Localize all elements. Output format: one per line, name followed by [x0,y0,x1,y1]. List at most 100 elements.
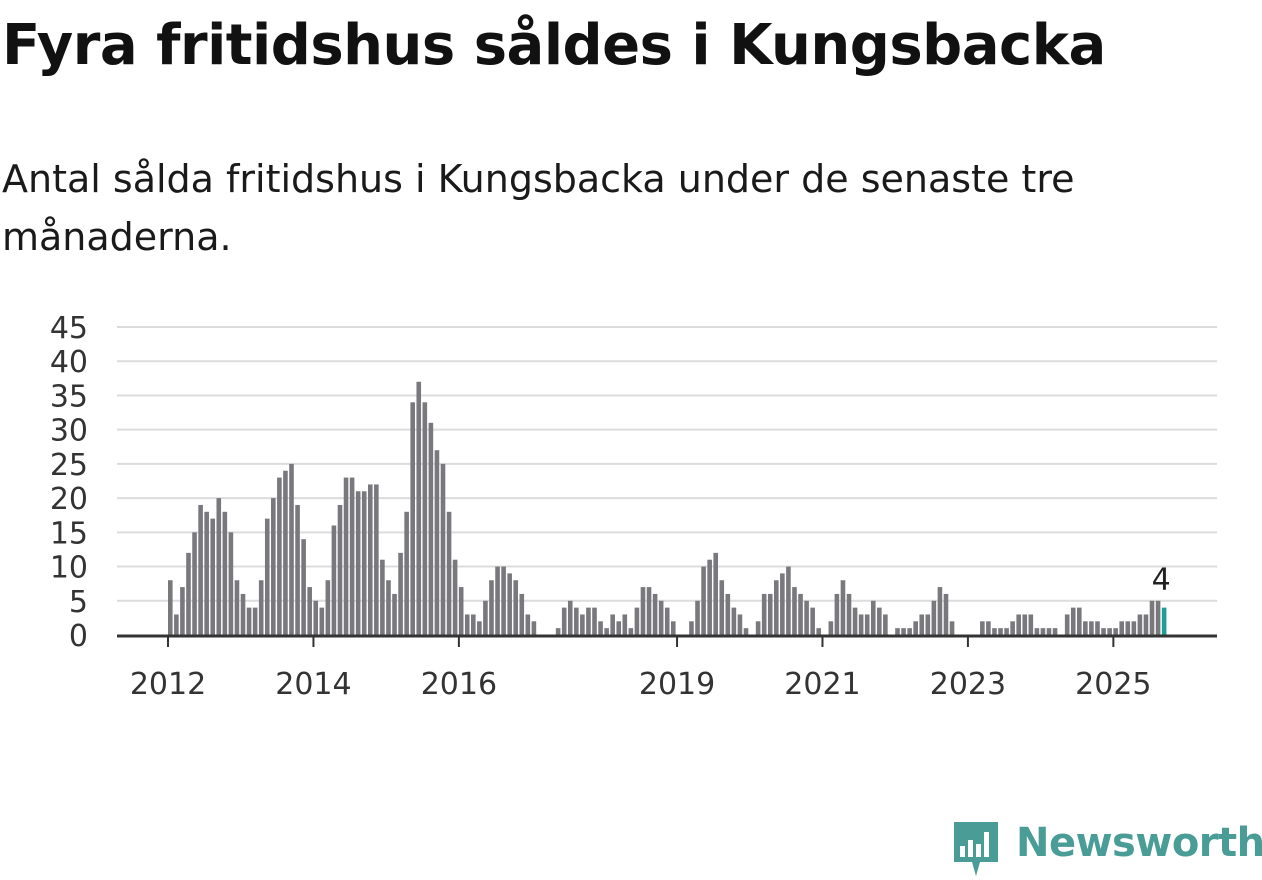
bar [180,587,185,635]
bar [840,580,846,635]
bar [567,600,573,635]
bar [386,580,391,635]
bar [1028,614,1034,635]
bar [477,621,482,635]
bar [174,614,179,635]
bar [883,614,888,635]
x-tick-label: 2016 [421,667,497,702]
bar [198,504,203,635]
bar [858,614,864,635]
bar [1119,621,1125,635]
bar [428,422,434,635]
bar [289,463,294,635]
bar [1004,628,1009,635]
bar [1040,628,1046,635]
bar [446,511,452,635]
bar [1155,600,1161,635]
bar [495,566,500,635]
bar [234,580,240,635]
bar [1016,614,1021,635]
bar [319,607,325,635]
bar [737,614,743,635]
bar [707,559,712,635]
bar [283,470,288,635]
bar [507,573,512,635]
bar [228,532,234,635]
bar [780,573,785,635]
bar [271,498,276,635]
y-tick-label: 15 [50,516,88,551]
bar [519,593,525,635]
bar-highlight [1161,607,1167,635]
bar [404,511,409,635]
bar [1022,614,1028,635]
y-tick-label: 0 [69,619,88,654]
bar [743,628,749,635]
bar [422,402,428,635]
bar [440,463,446,635]
bar [1113,628,1118,635]
bar [513,580,519,635]
chart-subtitle: Antal sålda fritidshus i Kungsbacka unde… [2,157,1075,259]
bar [804,600,809,635]
brand-name: Newsworthy [1016,820,1262,866]
bar [1052,628,1058,635]
bar [816,628,822,635]
bars [168,381,1167,635]
bar [598,621,603,635]
bar [483,600,488,635]
bar [210,518,216,635]
bar [864,614,870,635]
bar [634,607,640,635]
bar [640,587,646,635]
bar [313,600,319,635]
bar [501,566,506,635]
bar [992,628,997,635]
bar [1137,614,1143,635]
bar [652,593,658,635]
bar [367,484,373,635]
bar [416,381,422,635]
bar [695,600,700,635]
chart-title: Fyra fritidshus såldes i Kungsbacka [2,13,1106,78]
bar [574,607,579,635]
bar [937,587,943,635]
bar [168,580,173,635]
bar [1077,607,1082,635]
bar [592,607,597,635]
bar [325,580,331,635]
x-tick-label: 2012 [130,667,206,702]
y-tick-label: 45 [50,311,88,346]
bar [264,518,270,635]
bar [398,552,403,635]
bar [980,621,985,635]
y-tick-label: 20 [50,482,88,517]
bar [658,600,664,635]
bar [877,607,882,635]
newsworthy-chart-pin-icon [954,822,998,876]
y-tick-label: 10 [50,551,88,586]
bar [307,587,312,635]
bar [489,580,494,635]
bar [374,484,379,635]
x-tick-label: 2014 [275,667,351,702]
bar [670,621,676,635]
bar [731,607,737,635]
newsworthy-logo: Newsworthy [950,818,1262,880]
bar [471,614,476,635]
bar [1089,621,1094,635]
bar [1149,600,1155,635]
bar [719,580,725,635]
bar [870,600,876,635]
bar [798,593,803,635]
bar [1046,628,1052,635]
x-tick-label: 2019 [639,667,715,702]
x-tick-label: 2025 [1075,667,1151,702]
bar [713,552,718,635]
x-axis-ticks: 2012 2014 2016 2019 2021 2023 2025 [130,637,1152,702]
bar [1143,614,1149,635]
y-tick-label: 25 [50,448,88,483]
gridlines [117,326,1217,602]
bar [525,614,531,635]
